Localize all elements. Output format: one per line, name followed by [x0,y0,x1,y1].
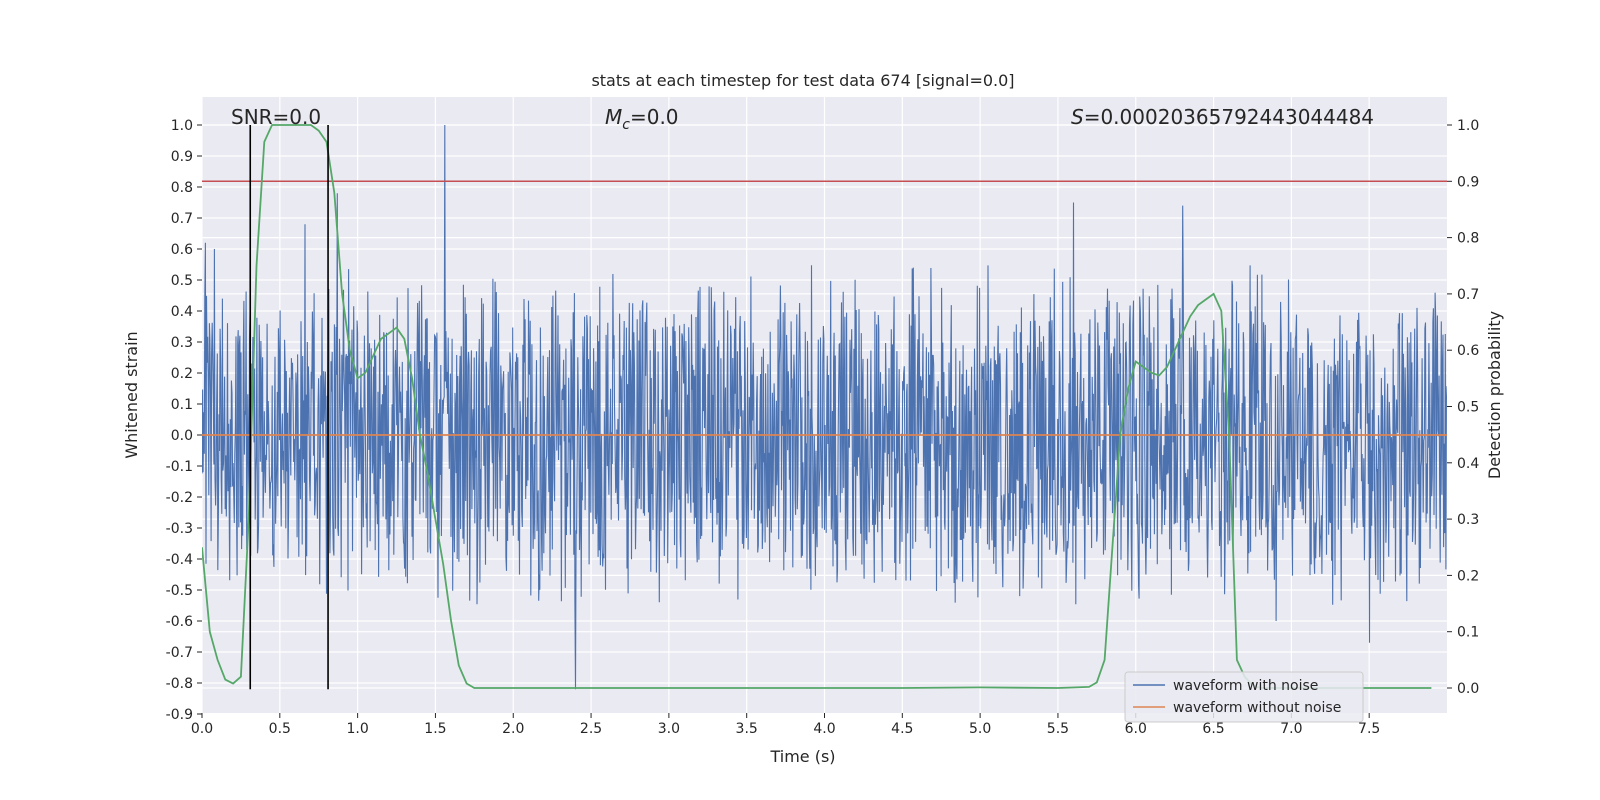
x-tick-label: 0.5 [269,721,291,737]
y-tick-label: 0.1 [171,397,193,413]
x-tick-label: 3.0 [658,721,680,737]
x-tick-label: 3.5 [736,721,758,737]
y-axis-label: Whitened strain [122,331,141,458]
y2-tick-label: 0.8 [1457,231,1479,247]
y2-tick-label: 0.3 [1457,512,1479,528]
y-tick-label: -0.8 [166,676,193,692]
y-tick-label: -0.7 [166,645,193,661]
y-tick-label: 0.4 [171,304,193,320]
x-tick-label: 4.5 [891,721,913,737]
snr-annotation: SNR=0.0 [231,105,321,129]
y-tick-label: 0.7 [171,211,193,227]
y-tick-label: 1.0 [171,118,193,134]
x-tick-label: 2.5 [580,721,602,737]
x-tick-label: 7.0 [1280,721,1302,737]
left-axis-ticks: 1.0 0.9 0.8 0.7 0.6 0.5 0.4 0.3 0.2 0.1 0.0 -0.1 -0.… [166,118,202,723]
x-tick-label: 0.0 [191,721,213,737]
y-tick-label: -0.5 [166,583,193,599]
legend: waveform with noise waveform without noi… [1124,671,1364,723]
x-axis-label: Time (s) [769,747,835,766]
y2-tick-label: 1.0 [1457,118,1479,134]
y-tick-label: 0.2 [171,366,193,382]
x-tick-label: 6.5 [1202,721,1224,737]
x-tick-label: 5.0 [969,721,991,737]
x-tick-label: 1.0 [346,721,368,737]
s-annotation: S=0.00020365792443044484 [1071,105,1374,129]
mc-value: =0.0 [630,105,679,129]
y-tick-label: 0.5 [171,273,193,289]
y-tick-label: 0.6 [171,242,193,258]
s-symbol: S [1071,105,1084,129]
y2-tick-label: 0.5 [1457,400,1479,416]
y-tick-label: -0.6 [166,614,193,630]
mc-annotation: Mc=0.0 [605,105,679,133]
y-tick-label: 0.0 [171,428,193,444]
y-tick-label: 0.3 [171,335,193,351]
plot-layer [202,124,1447,690]
chart-title: stats at each timestep for test data 674… [591,71,1014,90]
legend-label-clean: waveform without noise [1173,700,1341,716]
y-tick-label: -0.2 [166,490,193,506]
y2-tick-label: 0.2 [1457,568,1479,584]
y-tick-label: -0.1 [166,459,193,475]
y-tick-label: 0.8 [171,180,193,196]
y2-tick-label: 0.1 [1457,625,1479,641]
y2-tick-label: 0.9 [1457,174,1479,190]
right-axis-ticks: 1.0 0.9 0.8 0.7 0.6 0.5 0.4 0.3 0.2 0.1 0.0 [1447,118,1479,697]
x-tick-label: 5.5 [1047,721,1069,737]
x-tick-label: 6.0 [1125,721,1147,737]
s-value: =0.00020365792443044484 [1084,105,1374,129]
legend-box [1124,671,1364,723]
x-tick-label: 1.5 [424,721,446,737]
y2-tick-label: 0.7 [1457,287,1479,303]
y-tick-label: 0.9 [171,149,193,165]
x-tick-label: 7.5 [1358,721,1380,737]
mc-symbol: M [605,105,622,129]
waveform-with-noise-line [202,124,1447,690]
grid [201,97,1447,715]
y2-tick-label: 0.4 [1457,456,1479,472]
mc-subscript: c [622,117,630,133]
y2-tick-label: 0.0 [1457,681,1479,697]
legend-label-noise: waveform with noise [1173,678,1318,694]
y-tick-label: -0.9 [166,707,193,723]
y-tick-label: -0.4 [166,552,193,568]
y-tick-label: -0.3 [166,521,193,537]
x-axis-ticks: 0.0 0.5 1.0 1.5 2.0 2.5 3.0 3.5 4.0 4.5 5.0 5.5 6.0 6… [191,713,1380,737]
x-tick-label: 4.0 [813,721,835,737]
detection-probability-line [202,124,1432,689]
y2-axis-label: Detection probability [1485,311,1504,479]
y2-tick-label: 0.6 [1457,343,1479,359]
x-tick-label: 2.0 [502,721,524,737]
